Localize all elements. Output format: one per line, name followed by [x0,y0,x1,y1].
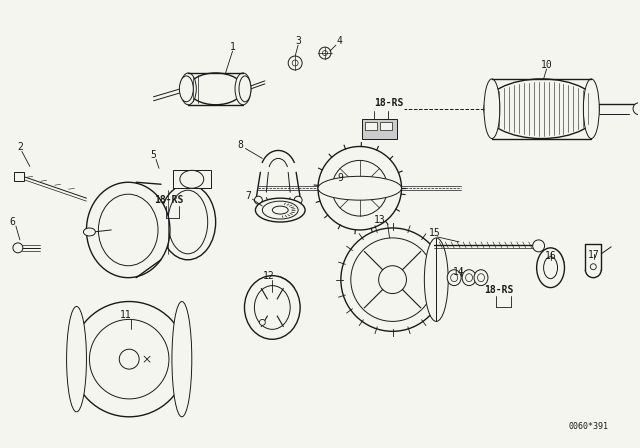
Text: 18-RS: 18-RS [374,98,403,108]
Ellipse shape [119,349,139,369]
Ellipse shape [447,270,461,286]
Ellipse shape [72,302,187,417]
Text: 13: 13 [374,215,385,225]
Circle shape [590,264,596,270]
Text: 16: 16 [545,251,556,261]
Text: 17: 17 [588,250,599,260]
Ellipse shape [474,270,488,286]
Ellipse shape [462,270,476,286]
Ellipse shape [318,177,401,200]
Ellipse shape [180,73,196,105]
Bar [362,119,397,138]
Ellipse shape [86,182,170,278]
Ellipse shape [67,306,86,412]
Ellipse shape [532,240,545,252]
Polygon shape [14,172,24,181]
Ellipse shape [180,170,204,188]
Ellipse shape [537,248,564,288]
Circle shape [255,196,262,204]
Ellipse shape [188,73,243,105]
Text: 4: 4 [337,36,343,46]
Ellipse shape [99,194,158,266]
Ellipse shape [13,243,23,253]
Ellipse shape [379,266,406,293]
Circle shape [318,146,401,230]
Circle shape [288,56,302,70]
Ellipse shape [160,184,216,260]
Ellipse shape [341,228,444,332]
Text: 12: 12 [262,271,274,281]
Text: 1: 1 [230,42,236,52]
Text: 0060*391: 0060*391 [568,422,608,431]
Circle shape [259,319,266,325]
Ellipse shape [244,276,300,339]
Text: 2: 2 [17,142,23,152]
Text: 11: 11 [120,310,132,320]
Text: 3: 3 [295,36,301,46]
Ellipse shape [239,76,251,102]
Text: 8: 8 [237,141,243,151]
Ellipse shape [172,302,192,417]
Ellipse shape [484,79,599,138]
Bar [173,170,211,188]
Ellipse shape [179,76,193,102]
Ellipse shape [90,319,169,399]
Ellipse shape [168,190,208,254]
Text: 15: 15 [428,228,440,238]
Text: 10: 10 [541,60,552,70]
Ellipse shape [484,79,500,138]
Ellipse shape [351,238,435,321]
Ellipse shape [583,79,599,138]
Ellipse shape [235,73,251,105]
Text: 18-RS: 18-RS [154,195,184,205]
Circle shape [633,103,640,115]
Text: 14: 14 [453,267,465,277]
Text: 18-RS: 18-RS [484,284,513,295]
Ellipse shape [83,228,95,236]
Text: 5: 5 [150,151,156,160]
Ellipse shape [255,286,290,329]
Text: 6: 6 [9,217,15,227]
Text: 7: 7 [246,191,252,201]
Bar [380,122,392,129]
Ellipse shape [424,238,448,321]
Ellipse shape [255,198,305,222]
Circle shape [294,196,302,204]
Circle shape [319,47,331,59]
Bar [365,122,377,129]
Ellipse shape [543,257,557,279]
Text: 9: 9 [337,173,343,183]
